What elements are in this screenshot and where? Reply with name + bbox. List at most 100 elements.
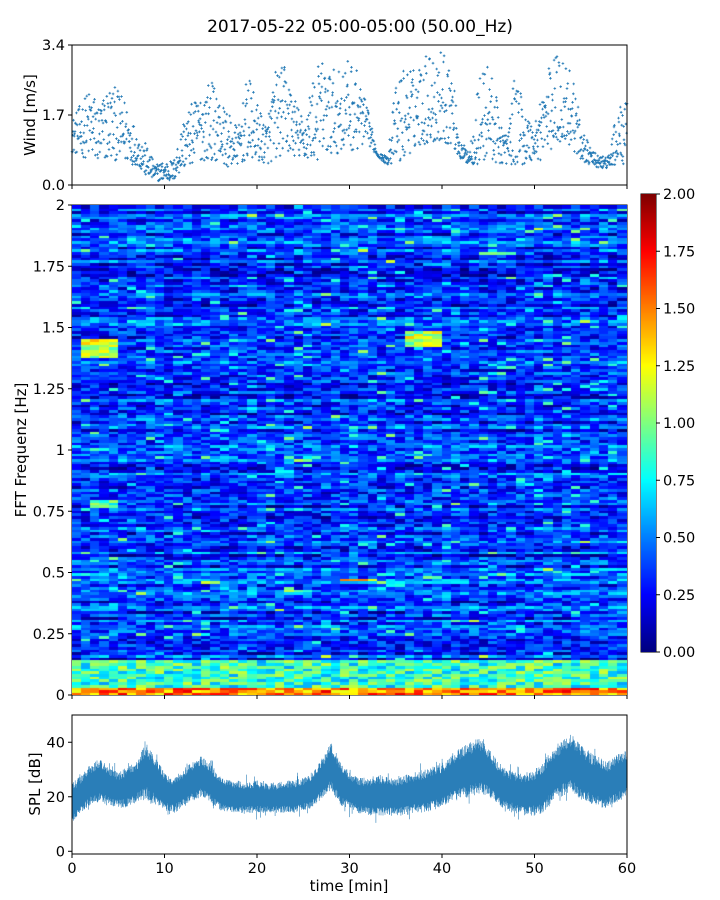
wind-point (314, 115, 318, 119)
wind-point (620, 159, 624, 162)
wind-point (182, 130, 186, 134)
wind-point (485, 151, 488, 155)
wind-point (174, 175, 177, 178)
wind-point (421, 102, 424, 105)
wind-point (573, 129, 577, 133)
wind-point (300, 139, 303, 143)
wind-point (150, 155, 153, 159)
wind-point (132, 125, 136, 128)
wind-point (408, 151, 412, 155)
wind-point (494, 160, 498, 164)
wind-point (346, 93, 350, 97)
wind-point (186, 134, 190, 137)
wind-point (121, 120, 124, 123)
wind-point (333, 127, 336, 130)
wind-point (413, 142, 417, 146)
wind-point (364, 130, 367, 133)
wind-point (428, 57, 431, 61)
wind-point (519, 92, 522, 95)
wind-point (585, 158, 588, 162)
wind-point (359, 111, 363, 115)
wind-point (328, 78, 332, 81)
wind-point (329, 145, 332, 148)
wind-point (336, 113, 340, 117)
wind-point (79, 131, 82, 134)
wind-point (597, 157, 601, 161)
wind-point (349, 120, 352, 123)
wind-point (150, 175, 154, 179)
wind-panel: 0.0 1.7 3.4 Wind [m/s] (21, 38, 629, 194)
wind-point (272, 142, 276, 145)
wind-point (551, 129, 555, 132)
wind-point (294, 131, 298, 134)
wind-point (108, 140, 111, 144)
wind-point (406, 73, 409, 77)
wind-point (534, 134, 537, 137)
wind-point (318, 97, 322, 100)
wind-point (354, 82, 357, 85)
wind-point (459, 156, 463, 159)
wind-point (212, 119, 216, 122)
wind-point (341, 129, 344, 133)
wind-point (621, 114, 624, 117)
wind-point (402, 77, 405, 80)
wind-point (593, 163, 597, 166)
wind-point (496, 137, 500, 141)
wind-point (528, 121, 531, 125)
wind-point (607, 154, 611, 157)
wind-point (522, 131, 525, 134)
wind-point (88, 129, 92, 132)
wind-point (527, 146, 531, 149)
wind-point (115, 126, 119, 129)
wind-point (466, 150, 470, 154)
spectrogram-y-tick-label: 0 (56, 688, 65, 704)
wind-point (202, 158, 206, 162)
wind-point (272, 99, 276, 102)
wind-point (297, 148, 301, 152)
wind-point (488, 110, 491, 114)
wind-point (322, 114, 326, 117)
wind-point (524, 118, 527, 122)
wind-point (92, 127, 95, 130)
wind-point (212, 90, 215, 93)
wind-point (219, 140, 223, 143)
wind-point (386, 161, 390, 164)
wind-point (175, 156, 179, 159)
wind-point (90, 106, 93, 109)
wind-point (452, 128, 455, 131)
wind-point (88, 105, 91, 109)
wind-point (509, 140, 512, 144)
wind-point (452, 122, 455, 125)
wind-point (107, 133, 110, 137)
wind-point (504, 140, 507, 143)
wind-point (495, 139, 499, 142)
wind-point (406, 112, 410, 116)
wind-point (510, 113, 514, 116)
wind-point (198, 117, 202, 121)
wind-point (174, 163, 178, 167)
wind-point (324, 108, 328, 111)
wind-point (245, 98, 248, 101)
wind-point (441, 88, 444, 91)
wind-point (178, 156, 181, 160)
colorbar-gradient (641, 194, 656, 652)
wind-point (225, 142, 229, 145)
wind-point (308, 96, 311, 100)
wind-point (617, 120, 621, 124)
wind-point (349, 143, 353, 147)
wind-point (340, 97, 343, 100)
wind-point (505, 162, 508, 165)
wind-point (262, 123, 265, 127)
wind-point (588, 146, 592, 150)
wind-point (442, 129, 445, 133)
wind-point (316, 158, 319, 161)
wind-point (426, 141, 429, 144)
wind-point (513, 162, 517, 166)
wind-point (139, 157, 143, 160)
wind-point (488, 88, 491, 91)
wind-point (119, 140, 123, 144)
wind-point (196, 134, 199, 137)
wind-point (95, 141, 98, 144)
wind-point (130, 137, 134, 141)
wind-point (455, 127, 458, 130)
